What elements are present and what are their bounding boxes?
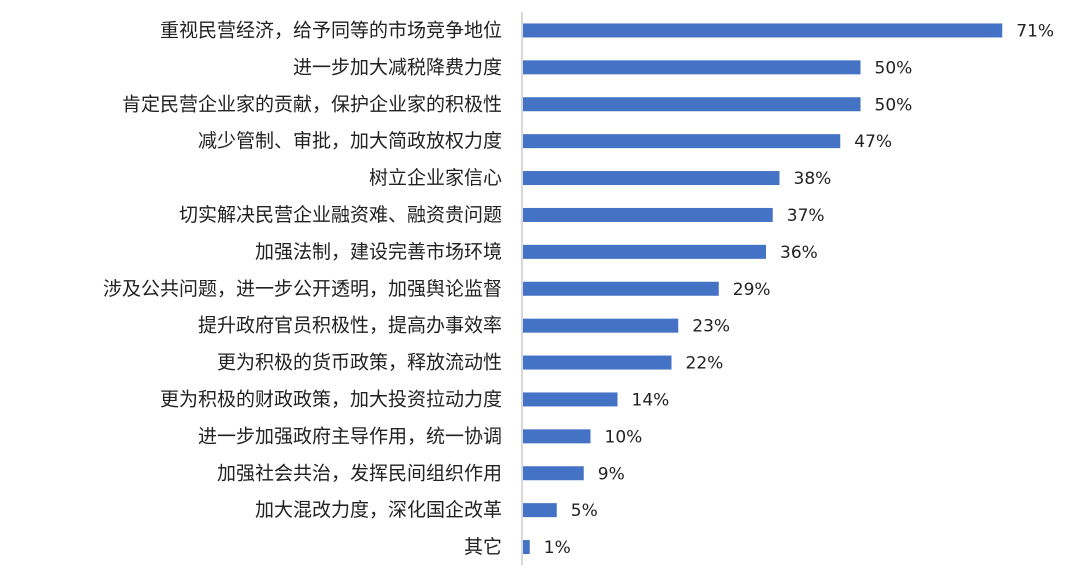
- category-label: 其它: [464, 536, 502, 558]
- bar: [523, 466, 584, 481]
- category-label: 进一步加强政府主导作用，统一协调: [198, 425, 502, 447]
- bar: [523, 281, 719, 296]
- category-label: 更为积极的货币政策，释放流动性: [217, 352, 502, 374]
- bars-group: [523, 23, 1003, 555]
- category-label: 树立企业家信心: [369, 167, 502, 189]
- value-label: 9%: [598, 464, 625, 484]
- value-label: 5%: [571, 501, 598, 521]
- category-label: 加强法制，建设完善市场环境: [255, 241, 502, 263]
- value-label: 1%: [544, 538, 571, 558]
- value-label: 36%: [780, 243, 818, 263]
- bar: [523, 60, 861, 75]
- value-label: 37%: [787, 206, 825, 226]
- value-label: 14%: [632, 390, 670, 410]
- bar: [523, 392, 618, 407]
- value-label: 71%: [1016, 21, 1054, 41]
- category-label: 加强社会共治，发挥民间组织作用: [217, 462, 502, 484]
- category-label: 切实解决民营企业融资难、融资贵问题: [179, 204, 502, 226]
- category-label: 加大混改力度，深化国企改革: [255, 499, 502, 521]
- category-labels-group: 重视民营经济，给予同等的市场竞争地位进一步加大减税降费力度肯定民营企业家的贡献，…: [103, 19, 502, 558]
- bar: [523, 318, 679, 333]
- value-label: 22%: [686, 354, 724, 374]
- category-label: 肯定民营企业家的贡献，保护企业家的积极性: [122, 93, 502, 115]
- category-label: 更为积极的财政政策，加大投资拉动力度: [160, 388, 502, 410]
- category-label: 提升政府官员积极性，提高办事效率: [198, 315, 502, 337]
- category-label: 涉及公共问题，进一步公开透明，加强舆论监督: [103, 278, 502, 300]
- value-label: 50%: [875, 95, 913, 115]
- value-label: 38%: [794, 169, 832, 189]
- bar: [523, 207, 773, 222]
- value-label: 50%: [875, 58, 913, 78]
- value-label: 10%: [605, 427, 643, 447]
- bar: [523, 171, 780, 186]
- category-label: 减少管制、审批，加大简政放权力度: [198, 130, 502, 152]
- value-label: 47%: [854, 132, 892, 152]
- bar: [523, 540, 530, 555]
- value-label: 23%: [692, 317, 730, 337]
- bar: [523, 429, 591, 444]
- category-label: 进一步加大减税降费力度: [293, 56, 502, 78]
- bar: [523, 244, 766, 259]
- bar: [523, 355, 672, 370]
- value-label: 29%: [733, 280, 771, 300]
- value-labels-group: 71% 50% 50% 47% 38% 37% 36% 29%23% 22% 14% 10% 9%5%…: [544, 21, 1054, 558]
- bar: [523, 134, 841, 149]
- bar: [523, 97, 861, 112]
- bar: [523, 503, 557, 518]
- bar: [523, 23, 1003, 38]
- category-label: 重视民营经济，给予同等的市场竞争地位: [160, 19, 502, 41]
